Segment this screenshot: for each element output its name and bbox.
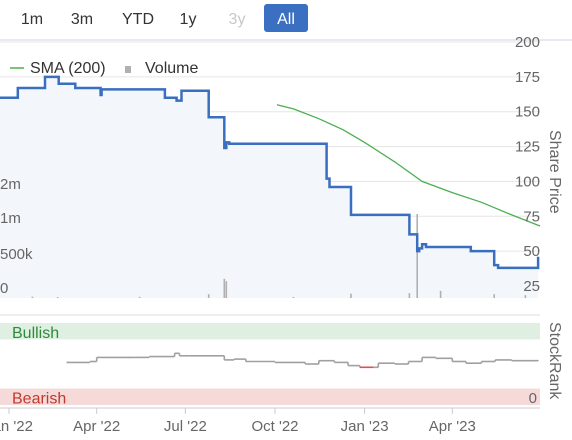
bullish-band <box>0 323 540 340</box>
price-tick-label: 100 <box>515 173 540 190</box>
volume-bar <box>493 294 495 298</box>
stockrank-tick-label: 0 <box>529 390 537 407</box>
price-tick-label: 200 <box>515 34 540 51</box>
bearish-band <box>0 388 540 405</box>
volume-bar <box>225 281 228 298</box>
x-tick-label: Apr '22 <box>73 418 120 435</box>
volume-bar <box>207 294 210 298</box>
stockrank-line <box>66 352 539 369</box>
legend-item-sma[interactable]: SMA (200) <box>10 60 106 77</box>
price-tick-label: 25 <box>523 278 540 295</box>
share-price-area <box>0 76 539 299</box>
legend-sma-label: SMA (200) <box>30 60 106 77</box>
range-button-ytd[interactable]: YTD <box>122 11 154 28</box>
volume-bar <box>292 297 295 298</box>
x-tick-label: Jul '22 <box>164 418 207 435</box>
price-tick-label: 75 <box>523 208 540 225</box>
volume-bar <box>223 278 226 298</box>
range-button-label: All <box>277 11 295 28</box>
range-button-label: 1m <box>21 11 43 28</box>
stockrank-panel: Bullish Bearish 0 StockRank <box>0 314 563 408</box>
volume-bar <box>439 290 442 298</box>
range-button-1y[interactable]: 1y <box>180 11 197 28</box>
date-axis: Jan '22 Apr '22 Jul '22 Oct '22 Jan '23 Apr '… <box>0 407 540 435</box>
range-button-label: 1y <box>180 11 197 28</box>
price-tick-label: 175 <box>515 69 540 86</box>
volume-bars <box>31 214 527 298</box>
volume-axis-ticks: 0 500k 1m 2m <box>0 176 33 297</box>
stockrank-axis-title: StockRank <box>546 322 563 400</box>
x-tick-label: Oct '22 <box>251 418 298 435</box>
bullish-label: Bullish <box>12 325 59 342</box>
volume-bar <box>416 214 418 298</box>
stockrank-axis-ticks: 0 <box>529 390 537 407</box>
volume-bar <box>56 297 59 298</box>
legend-item-volume[interactable]: Volume <box>125 60 198 77</box>
range-button-all[interactable]: All <box>264 4 308 32</box>
range-button-3y: 3y <box>229 11 246 28</box>
range-button-label: 3y <box>229 11 246 28</box>
range-button-label: YTD <box>122 11 154 28</box>
volume-bar <box>350 293 352 298</box>
price-tick-label: 50 <box>523 243 540 260</box>
price-panel: 25 50 75 100 125 150 175 200 0 500k 1m 2m SMA (200… <box>0 34 572 299</box>
x-tick-label: Apr '23 <box>429 418 476 435</box>
legend-volume-label: Volume <box>145 60 198 77</box>
volume-tick-label: 2m <box>0 176 21 193</box>
volume-bar <box>31 296 34 298</box>
volume-tick-label: 500k <box>0 246 33 263</box>
x-tick-label: Jan '23 <box>341 418 389 435</box>
volume-bar <box>138 296 141 298</box>
price-axis-title: Share Price <box>546 130 563 214</box>
range-selector: 1m 3m YTD 1y 3y All <box>21 4 308 32</box>
range-button-3m[interactable]: 3m <box>71 11 93 28</box>
sma-200-line <box>276 104 541 227</box>
range-button-1m[interactable]: 1m <box>21 11 43 28</box>
volume-bar <box>524 295 527 298</box>
legend[interactable]: SMA (200) Volume <box>10 60 198 77</box>
range-button-active-bg <box>264 4 308 32</box>
bearish-label: Bearish <box>12 391 66 408</box>
range-button-label: 3m <box>71 11 93 28</box>
legend-volume-swatch <box>125 66 131 73</box>
volume-bar <box>408 293 411 298</box>
price-tick-label: 150 <box>515 104 540 121</box>
x-tick-label: Jan '22 <box>0 418 33 435</box>
price-tick-label: 125 <box>515 139 540 156</box>
volume-tick-label: 1m <box>0 210 21 227</box>
share-price-line <box>0 75 540 270</box>
price-axis-ticks: 25 50 75 100 125 150 175 200 <box>515 34 540 295</box>
volume-tick-label: 0 <box>0 280 8 297</box>
